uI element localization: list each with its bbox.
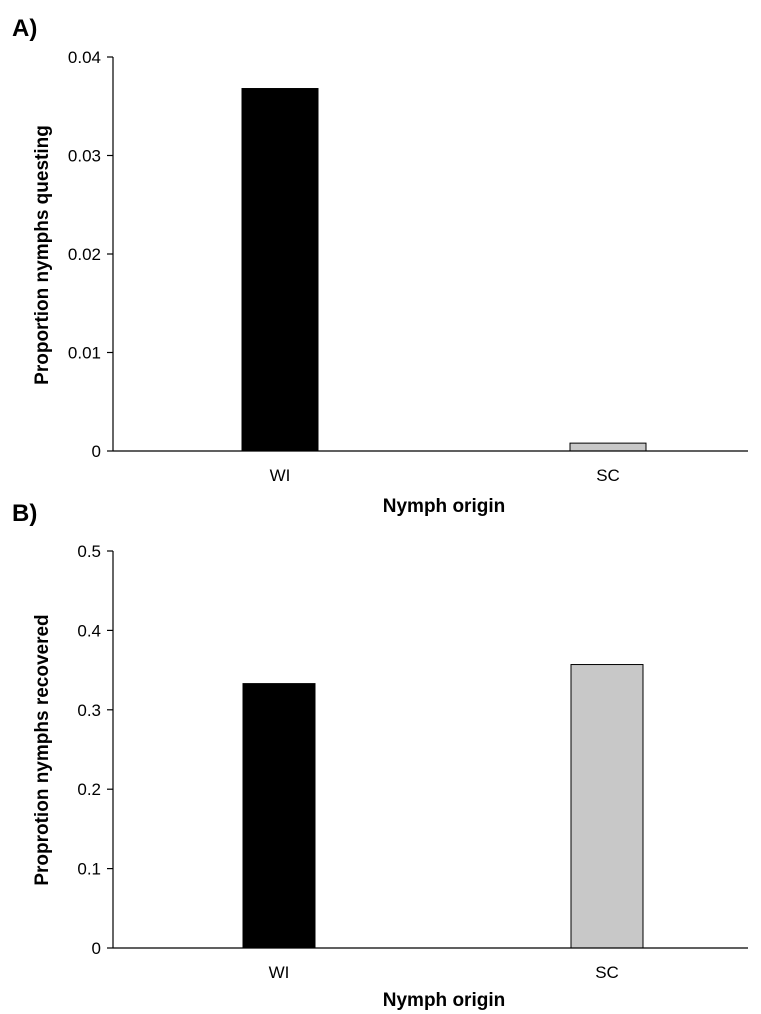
panel-b-y-axis-title: Proprotion nymphs recovered xyxy=(32,614,53,885)
panel-a-x-axis-title: Nymph origin xyxy=(383,496,505,517)
panel-a-label: A) xyxy=(12,15,37,42)
panel-b-bars xyxy=(242,664,644,949)
panel-a-x-ticks: WI SC xyxy=(270,466,620,485)
panel-a-y-axis-title: Proportion nymphs questing xyxy=(32,125,53,385)
panel-a-y-tick-label: 0 xyxy=(92,442,101,461)
panel-a-y-tick-label: 0.01 xyxy=(68,344,101,363)
panel-a-bar-wi xyxy=(241,88,319,452)
panel-b-label: B) xyxy=(12,500,37,527)
panel-b-x-tick-label-wi: WI xyxy=(269,963,290,982)
panel-b-y-tick-label: 0.2 xyxy=(77,780,101,799)
panel-b-bar-wi xyxy=(242,683,316,949)
panel-a-bars xyxy=(241,88,647,452)
panel-b-y-tick-label: 0 xyxy=(92,939,101,958)
panel-b-x-tick-label-sc: SC xyxy=(595,963,619,982)
panel-b-y-tick-label: 0.1 xyxy=(77,860,101,879)
chart-panel-b: B) Proprotion nymphs recovered Nymph ori… xyxy=(12,500,748,1011)
panel-a-x-tick-label-sc: SC xyxy=(596,466,620,485)
panel-a-y-tick-label: 0.04 xyxy=(68,48,101,67)
panel-b-y-tick-label: 0.4 xyxy=(77,621,101,640)
panel-b-x-axis-title: Nymph origin xyxy=(383,990,505,1011)
panel-a-y-tick-label: 0.03 xyxy=(68,147,101,166)
panel-a-bar-sc xyxy=(569,442,647,452)
panel-b-x-ticks: WI SC xyxy=(269,963,619,982)
panel-b-y-ticks: 0 0.1 0.2 0.3 0.4 0.5 xyxy=(77,542,113,958)
panel-b-bar-sc xyxy=(570,664,644,949)
panel-b-axes xyxy=(112,551,748,949)
panel-a-y-tick-label: 0.02 xyxy=(68,245,101,264)
panel-a-x-tick-label-wi: WI xyxy=(270,466,291,485)
panel-b-y-tick-label: 0.5 xyxy=(77,542,101,561)
panel-a-axes xyxy=(112,57,748,452)
panel-a-y-ticks: 0 0.01 0.02 0.03 0.04 xyxy=(68,48,113,461)
panel-b-y-tick-label: 0.3 xyxy=(77,701,101,720)
chart-panel-a: A) Proportion nymphs questing Nymph orig… xyxy=(12,15,748,517)
